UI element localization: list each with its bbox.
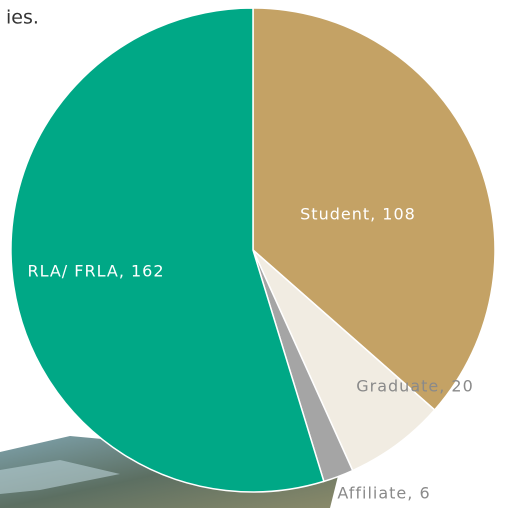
fragment-text: ies. — [6, 7, 39, 29]
data-label: Affiliate, 6 — [337, 484, 430, 503]
page: ies. Student, 108 Graduate, 20 Affiliate, … — [0, 0, 520, 508]
data-label: Student, 108 — [300, 205, 416, 224]
data-label: Graduate, 20 — [356, 377, 474, 396]
pie: Student, 108 Graduate, 20 Affiliate, 6 RLA/… — [11, 8, 495, 503]
data-label: RLA/ FRLA, 162 — [27, 262, 164, 281]
